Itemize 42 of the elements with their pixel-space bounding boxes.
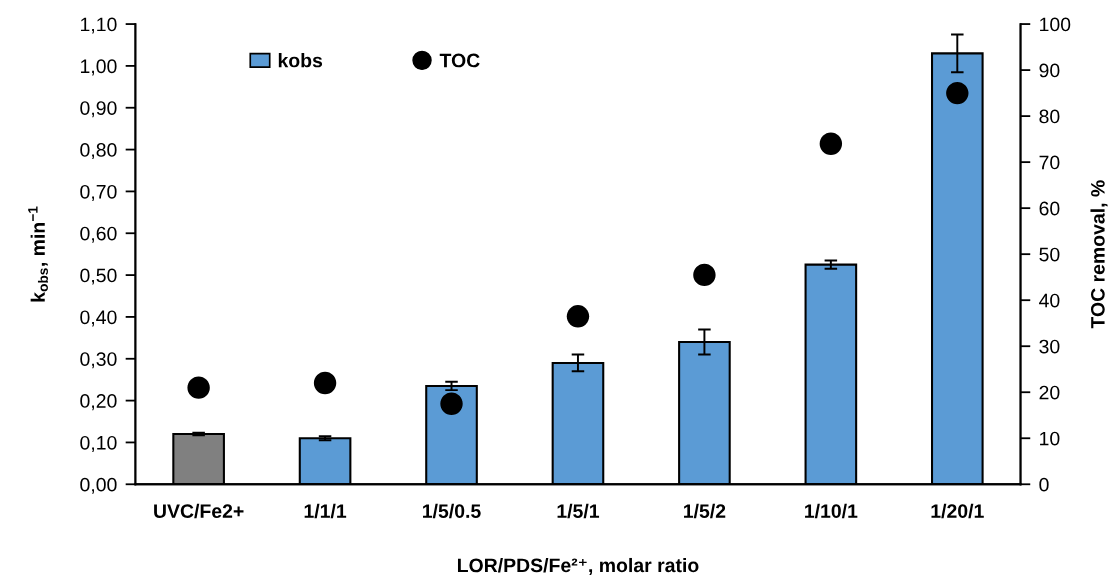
point: [440, 392, 463, 415]
y2-axis-title: TOC removal, %: [1090, 180, 1108, 329]
point: [693, 263, 716, 287]
point: [819, 132, 843, 155]
y-tick-label: 0,70: [80, 184, 117, 201]
x-tick-label: 1/5/2: [684, 503, 726, 519]
x-tick-label: 1/10/1: [805, 503, 858, 519]
y2-tick-label: 0: [1039, 477, 1049, 492]
y-tick-label: 0,20: [80, 394, 117, 411]
y-tick-label: 0,60: [80, 226, 117, 243]
x-tick-label: UVC/Fe2+: [154, 503, 244, 519]
point: [313, 371, 337, 395]
y-tick-label: 1,10: [80, 17, 117, 34]
point: [187, 376, 210, 399]
point: [946, 81, 969, 105]
y-tick-label: 0,00: [80, 477, 117, 494]
y2-tick-label: 10: [1040, 431, 1060, 446]
y2-tick-label: 40: [1039, 293, 1060, 308]
y2-tick-label: 50: [1039, 247, 1060, 262]
y2-tick-label: 70: [1039, 155, 1060, 170]
x-tick-label: 1/20/1: [931, 503, 984, 519]
point: [566, 305, 590, 328]
y-axis-title: k$_{obs}$, min$^{−1}$: [28, 206, 48, 302]
x-tick-label: 1/1/1: [304, 503, 347, 519]
y-tick-label: 0,50: [80, 268, 117, 285]
y-tick-label: 1,00: [80, 59, 117, 76]
y2-tick-label: 80: [1039, 109, 1060, 124]
y-tick-label: 0,90: [80, 101, 117, 118]
x-axis-title: LOR/PDS/Fe²⁺, molar ratio: [457, 557, 699, 576]
y2-tick-label: 100: [1040, 17, 1071, 32]
y-tick-label: 0,40: [80, 310, 117, 327]
y2-tick-label: 30: [1039, 339, 1060, 354]
y2-tick-label: 90: [1039, 63, 1060, 78]
y2-tick-label: 20: [1039, 385, 1060, 400]
y-tick-label: 0,30: [80, 352, 117, 369]
legend-label: kobs: [278, 53, 323, 68]
x-tick-label: 1/5/1: [557, 503, 600, 519]
legend-label: TOC: [439, 53, 480, 68]
y2-tick-label: 60: [1039, 201, 1060, 216]
x-tick-label: 1/5/0.5: [423, 503, 481, 519]
y-tick-label: 0,80: [80, 143, 117, 160]
y-tick-label: 0,10: [80, 435, 117, 452]
